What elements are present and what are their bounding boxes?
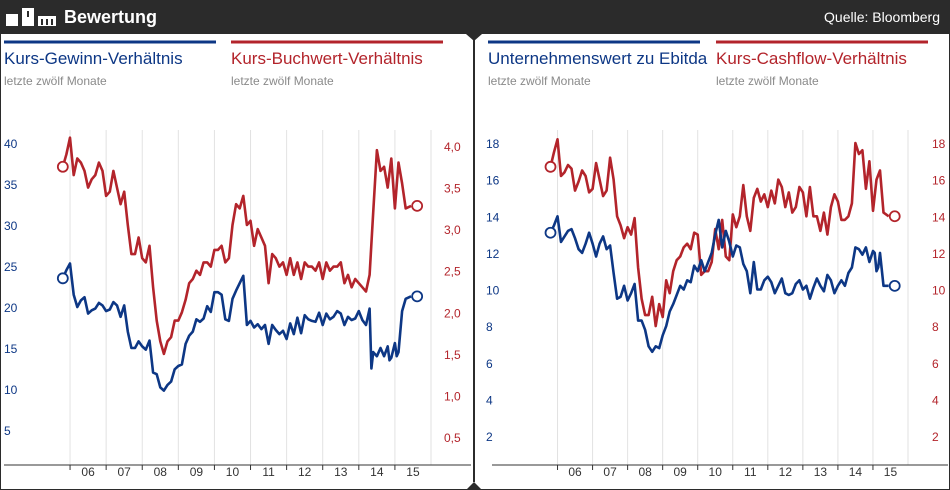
x-tick-label: 14 <box>849 465 863 479</box>
x-tick-label: 12 <box>298 465 312 479</box>
x-tick-label: 06 <box>81 465 95 479</box>
right-y-tick-label: 3,5 <box>444 182 461 196</box>
x-tick-label: 07 <box>118 465 132 479</box>
left-y-tick-label: 14 <box>486 210 500 224</box>
left-series-start-marker <box>544 226 557 239</box>
left-y-tick-label: 10 <box>4 383 18 397</box>
left-y-tick-label: 15 <box>4 342 18 356</box>
left-y-tick-label: 25 <box>4 260 18 274</box>
left-y-tick-label: 18 <box>486 137 500 151</box>
left-series-end-marker <box>888 279 901 292</box>
right-series-line <box>61 136 412 356</box>
left-y-tick-label: 10 <box>486 284 500 298</box>
x-tick-label: 08 <box>154 465 168 479</box>
right-series-subtitle: letzte zwölf Monate <box>716 74 819 88</box>
left-y-tick-label: 16 <box>486 174 500 188</box>
source-label: Quelle: Bloomberg <box>824 9 940 25</box>
x-tick-label: 09 <box>674 465 688 479</box>
right-y-tick-label: 1,0 <box>444 389 461 403</box>
x-tick-label: 10 <box>226 465 240 479</box>
x-tick-label: 09 <box>190 465 204 479</box>
right-y-tick-label: 2,0 <box>444 306 461 320</box>
x-tick-label: 15 <box>884 465 898 479</box>
right-series-end-marker <box>888 210 901 223</box>
left-series-start-marker <box>56 272 69 285</box>
right-y-tick-label: 10 <box>932 284 946 298</box>
x-tick-label: 06 <box>568 465 582 479</box>
x-tick-label: 13 <box>334 465 348 479</box>
x-tick-label: 12 <box>779 465 793 479</box>
left-y-tick-label: 6 <box>486 357 493 371</box>
left-y-tick-label: 5 <box>4 424 11 438</box>
x-tick-label: 13 <box>814 465 828 479</box>
x-tick-label: 10 <box>709 465 723 479</box>
x-tick-label: 11 <box>262 465 275 479</box>
left-y-tick-label: 2 <box>486 430 493 444</box>
right-y-tick-label: 3,0 <box>444 223 461 237</box>
right-y-tick-label: 8 <box>932 320 939 334</box>
divider-bottom-arrow <box>466 482 482 490</box>
right-y-tick-label: 1,5 <box>444 348 461 362</box>
right-series-title: Kurs-Buchwert-Verhältnis <box>231 49 423 68</box>
right-y-tick-label: 18 <box>932 137 946 151</box>
x-tick-label: 14 <box>370 465 384 479</box>
grid-layer <box>4 130 948 470</box>
right-series-end-marker <box>411 199 424 212</box>
left-y-tick-label: 12 <box>486 247 500 261</box>
left-y-tick-label: 35 <box>4 178 18 192</box>
right-y-tick-label: 16 <box>932 174 946 188</box>
right-y-tick-label: 4 <box>932 393 939 407</box>
header-bar: Bewertung Quelle: Bloomberg <box>0 0 950 34</box>
left-y-tick-label: 30 <box>4 219 18 233</box>
left-series-subtitle: letzte zwölf Monate <box>4 74 107 88</box>
page-title: Bewertung <box>64 7 158 27</box>
right-y-tick-label: 4,0 <box>444 140 461 154</box>
x-tick-label: 11 <box>744 465 757 479</box>
logo-icon <box>6 8 56 26</box>
x-tick-label: 08 <box>638 465 652 479</box>
left-y-tick-label: 8 <box>486 320 493 334</box>
label-layer: 06 07 08 09 10 11 12 13 14 15 Kurs-Gewinn-Verhältn… <box>4 49 946 479</box>
right-y-tick-label: 6 <box>932 357 939 371</box>
divider-top-arrow <box>466 34 482 41</box>
left-series-title: Kurs-Gewinn-Verhältnis <box>4 49 183 68</box>
right-y-tick-label: 2,5 <box>444 265 461 279</box>
right-y-tick-label: 0,5 <box>444 431 461 445</box>
left-series-title: Unternehmenswert zu Ebitda <box>488 49 708 68</box>
right-series-line <box>549 138 890 328</box>
right-series-subtitle: letzte zwölf Monate <box>231 74 334 88</box>
left-y-tick-label: 40 <box>4 137 18 151</box>
right-y-tick-label: 12 <box>932 247 946 261</box>
left-series-line <box>61 262 412 392</box>
x-tick-label: 15 <box>406 465 420 479</box>
left-series-subtitle: letzte zwölf Monate <box>488 74 591 88</box>
x-tick-label: 07 <box>603 465 617 479</box>
right-series-start-marker <box>56 160 69 173</box>
series-layer <box>56 136 901 392</box>
right-y-tick-label: 14 <box>932 210 946 224</box>
left-series-line <box>549 215 889 354</box>
right-series-title: Kurs-Cashflow-Verhältnis <box>716 49 907 68</box>
right-y-tick-label: 2 <box>932 430 939 444</box>
left-series-end-marker <box>411 290 424 303</box>
right-series-start-marker <box>544 160 557 173</box>
left-y-tick-label: 20 <box>4 301 18 315</box>
left-y-tick-label: 4 <box>486 393 493 407</box>
